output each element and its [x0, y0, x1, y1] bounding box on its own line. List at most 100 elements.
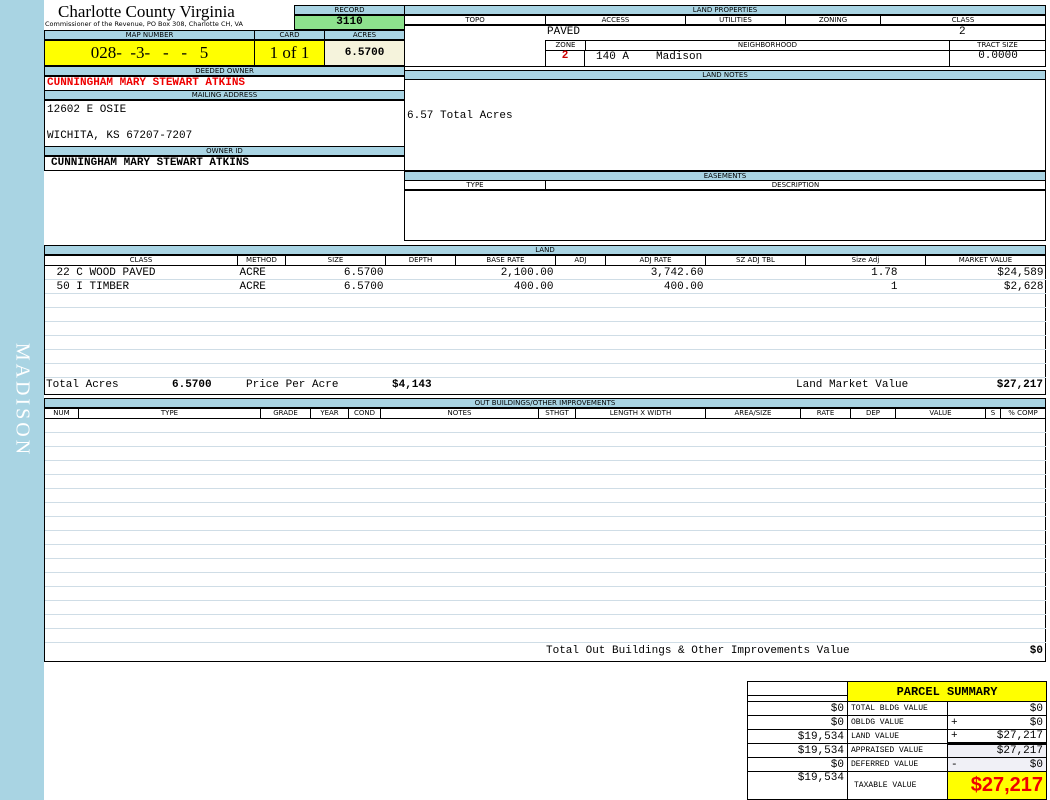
- land-properties-title: LAND PROPERTIES: [404, 5, 1046, 15]
- land-cell: 22 C WOOD PAVED: [44, 265, 238, 280]
- taxable-label: TAXABLE VALUE: [847, 771, 948, 800]
- district-label: MADISON: [11, 342, 34, 458]
- outbuildings-col-header: % COMP: [1000, 408, 1046, 419]
- neighborhood-label: NEIGHBORHOOD: [585, 40, 950, 51]
- land-cell: [925, 293, 1046, 308]
- land-cell: [555, 279, 606, 294]
- land-cell: [44, 363, 238, 378]
- land-cell: [925, 321, 1046, 336]
- summary-label: DEFERRED VALUE: [847, 757, 948, 772]
- land-cell: ACRE: [237, 265, 286, 280]
- land-col-header: METHOD: [237, 255, 286, 266]
- outbuildings-row: [44, 502, 1046, 517]
- land-row: [44, 335, 1046, 350]
- page-subtitle: Commissioner of the Revenue, PO Box 308,…: [45, 20, 243, 28]
- col-description: DESCRIPTION: [545, 180, 1046, 191]
- land-cell: [925, 307, 1046, 322]
- land-cell: [555, 293, 606, 308]
- land-row: 22 C WOOD PAVED ACRE 6.5700 2,100.00 3,742.6…: [44, 265, 1046, 280]
- outbuildings-cell: [44, 558, 1046, 573]
- access-value: PAVED: [547, 26, 581, 38]
- class-value: 2: [959, 26, 966, 38]
- card-number: 1 of 1: [254, 40, 325, 66]
- land-cell: [555, 349, 606, 364]
- land-cell: [455, 349, 556, 364]
- parcel-summary-title: PARCEL SUMMARY: [847, 681, 1047, 702]
- outbuildings-col-header: GRADE: [260, 408, 311, 419]
- land-market-value: $27,217: [996, 379, 1043, 391]
- land-cell: 1: [805, 279, 926, 294]
- outbuildings-table: NUM TYPE GRADE YEAR COND NOTES STHGT LENGTH X W…: [44, 408, 1046, 643]
- owner-id: CUNNINGHAM MARY STEWART ATKINS: [44, 156, 405, 171]
- outbuildings-cell: [44, 530, 1046, 545]
- land-cell: [385, 265, 456, 280]
- outbuildings-col-header: RATE: [800, 408, 851, 419]
- land-col-header: MARKET VALUE: [925, 255, 1046, 266]
- outbuildings-cell: [44, 502, 1046, 517]
- outbuildings-cell: [44, 446, 1046, 461]
- land-col-header: ADJ: [555, 255, 606, 266]
- card-label: CARD: [254, 30, 325, 40]
- land-cell: [237, 349, 286, 364]
- land-cell: [705, 279, 806, 294]
- zone-label: ZONE: [545, 40, 586, 51]
- outbuildings-col-header: AREA/SIZE: [705, 408, 801, 419]
- outbuildings-row: [44, 460, 1046, 475]
- land-cell: [44, 321, 238, 336]
- land-cell: [285, 307, 386, 322]
- summary-amount: $27,217: [996, 730, 1043, 743]
- land-market-value-label: Land Market Value: [796, 379, 909, 391]
- land-cell: [925, 335, 1046, 350]
- zone-value: 2: [545, 50, 585, 67]
- outbuildings-title: OUT BUILDINGS/OTHER IMPROVEMENTS: [44, 398, 1046, 408]
- land-col-header: SZ ADJ TBL: [705, 255, 806, 266]
- land-cell: [237, 363, 286, 378]
- taxable-prior: $19,534: [747, 771, 848, 800]
- land-cell: [555, 307, 606, 322]
- land-cell: [605, 363, 706, 378]
- outbuildings-row: [44, 600, 1046, 615]
- outbuildings-row: [44, 572, 1046, 587]
- land-cell: [44, 293, 238, 308]
- summary-value: $0: [947, 701, 1047, 716]
- address-line-2: WICHITA, KS 67207-7207: [47, 130, 193, 142]
- land-cell: [925, 363, 1046, 378]
- outbuildings-row: [44, 530, 1046, 545]
- record-number: 3110: [294, 15, 405, 30]
- outbuildings-total: $0: [1029, 645, 1043, 657]
- outbuildings-cell: [44, 460, 1046, 475]
- land-cell: [285, 293, 386, 308]
- land-cell: [385, 363, 456, 378]
- owner-id-label: OWNER ID: [44, 146, 405, 156]
- price-per-acre-label: Price Per Acre: [246, 379, 339, 391]
- land-cell: [285, 349, 386, 364]
- outbuildings-row: [44, 544, 1046, 559]
- acres-label: ACRES: [324, 30, 405, 40]
- summary-row: $0 OBLDG VALUE + $0: [747, 715, 1047, 730]
- outbuildings-cell: [44, 586, 1046, 601]
- outbuildings-cell: [44, 488, 1046, 503]
- mailing-address: 12602 E OSIE WICHITA, KS 67207-7207: [44, 100, 405, 147]
- land-cell: [805, 363, 926, 378]
- land-cell: [705, 335, 806, 350]
- land-col-header: SIZE: [285, 255, 386, 266]
- land-cell: [705, 321, 806, 336]
- land-cell: [44, 335, 238, 350]
- deeded-owner-label: DEEDED OWNER: [44, 66, 405, 76]
- map-number-label: MAP NUMBER: [44, 30, 255, 40]
- total-acres-label: Total Acres: [46, 379, 119, 391]
- land-cell: [385, 349, 456, 364]
- land-table: CLASS METHOD SIZE DEPTH BASE RATE ADJ ADJ RATE…: [44, 255, 1046, 378]
- land-cell: [605, 321, 706, 336]
- land-title: LAND: [44, 245, 1046, 255]
- sidebar: MADISON: [0, 0, 44, 800]
- land-cell: 3,742.60: [605, 265, 706, 280]
- zone-header: ZONE NEIGHBORHOOD TRACT SIZE: [545, 40, 1046, 51]
- outbuildings-cell: [44, 544, 1046, 559]
- summary-row: $19,534 APPRAISED VALUE $27,217: [747, 742, 1047, 758]
- summary-amount: $0: [1029, 702, 1043, 715]
- land-cell: 1.78: [805, 265, 926, 280]
- land-cell: [385, 293, 456, 308]
- land-cell: [385, 335, 456, 350]
- outbuildings-cell: [44, 600, 1046, 615]
